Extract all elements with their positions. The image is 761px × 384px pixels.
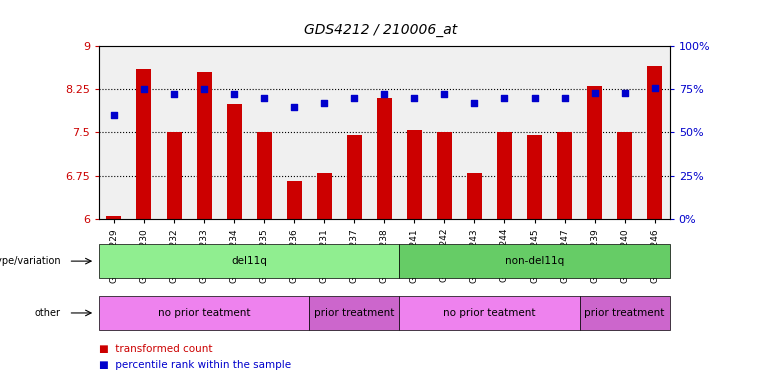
Bar	[167, 132, 182, 219]
Point	[559, 95, 571, 101]
Point	[228, 91, 240, 98]
Point	[528, 95, 540, 101]
Point	[258, 95, 270, 101]
Bar	[136, 69, 151, 219]
Bar	[557, 132, 572, 219]
Bar	[256, 132, 272, 219]
Bar	[497, 132, 512, 219]
Point	[288, 104, 301, 110]
Point	[408, 95, 420, 101]
Point	[498, 95, 511, 101]
Text: genotype/variation: genotype/variation	[0, 256, 61, 266]
Text: GDS4212 / 210006_at: GDS4212 / 210006_at	[304, 23, 457, 37]
Text: del11q: del11q	[231, 256, 267, 266]
Bar	[407, 130, 422, 219]
Bar	[287, 181, 301, 219]
Point	[588, 90, 600, 96]
Bar	[647, 66, 662, 219]
Text: non-del11q: non-del11q	[505, 256, 564, 266]
Bar	[467, 173, 482, 219]
Bar	[587, 86, 602, 219]
Point	[648, 84, 661, 91]
Point	[438, 91, 451, 98]
Point	[138, 86, 150, 92]
Point	[378, 91, 390, 98]
Point	[468, 100, 480, 106]
Bar	[317, 173, 332, 219]
Text: prior treatment: prior treatment	[584, 308, 665, 318]
Bar	[227, 104, 242, 219]
Text: ■  transformed count: ■ transformed count	[99, 344, 212, 354]
Bar	[527, 136, 542, 219]
Bar	[196, 72, 212, 219]
Text: prior treatment: prior treatment	[314, 308, 394, 318]
Point	[198, 86, 210, 92]
Bar	[377, 98, 392, 219]
Text: no prior teatment: no prior teatment	[443, 308, 536, 318]
Point	[108, 112, 120, 118]
Text: other: other	[35, 308, 61, 318]
Bar	[617, 132, 632, 219]
Text: no prior teatment: no prior teatment	[158, 308, 250, 318]
Bar	[107, 216, 122, 219]
Bar	[347, 136, 361, 219]
Text: ■  percentile rank within the sample: ■ percentile rank within the sample	[99, 360, 291, 370]
Point	[168, 91, 180, 98]
Point	[318, 100, 330, 106]
Point	[619, 90, 631, 96]
Bar	[437, 132, 452, 219]
Point	[349, 95, 361, 101]
